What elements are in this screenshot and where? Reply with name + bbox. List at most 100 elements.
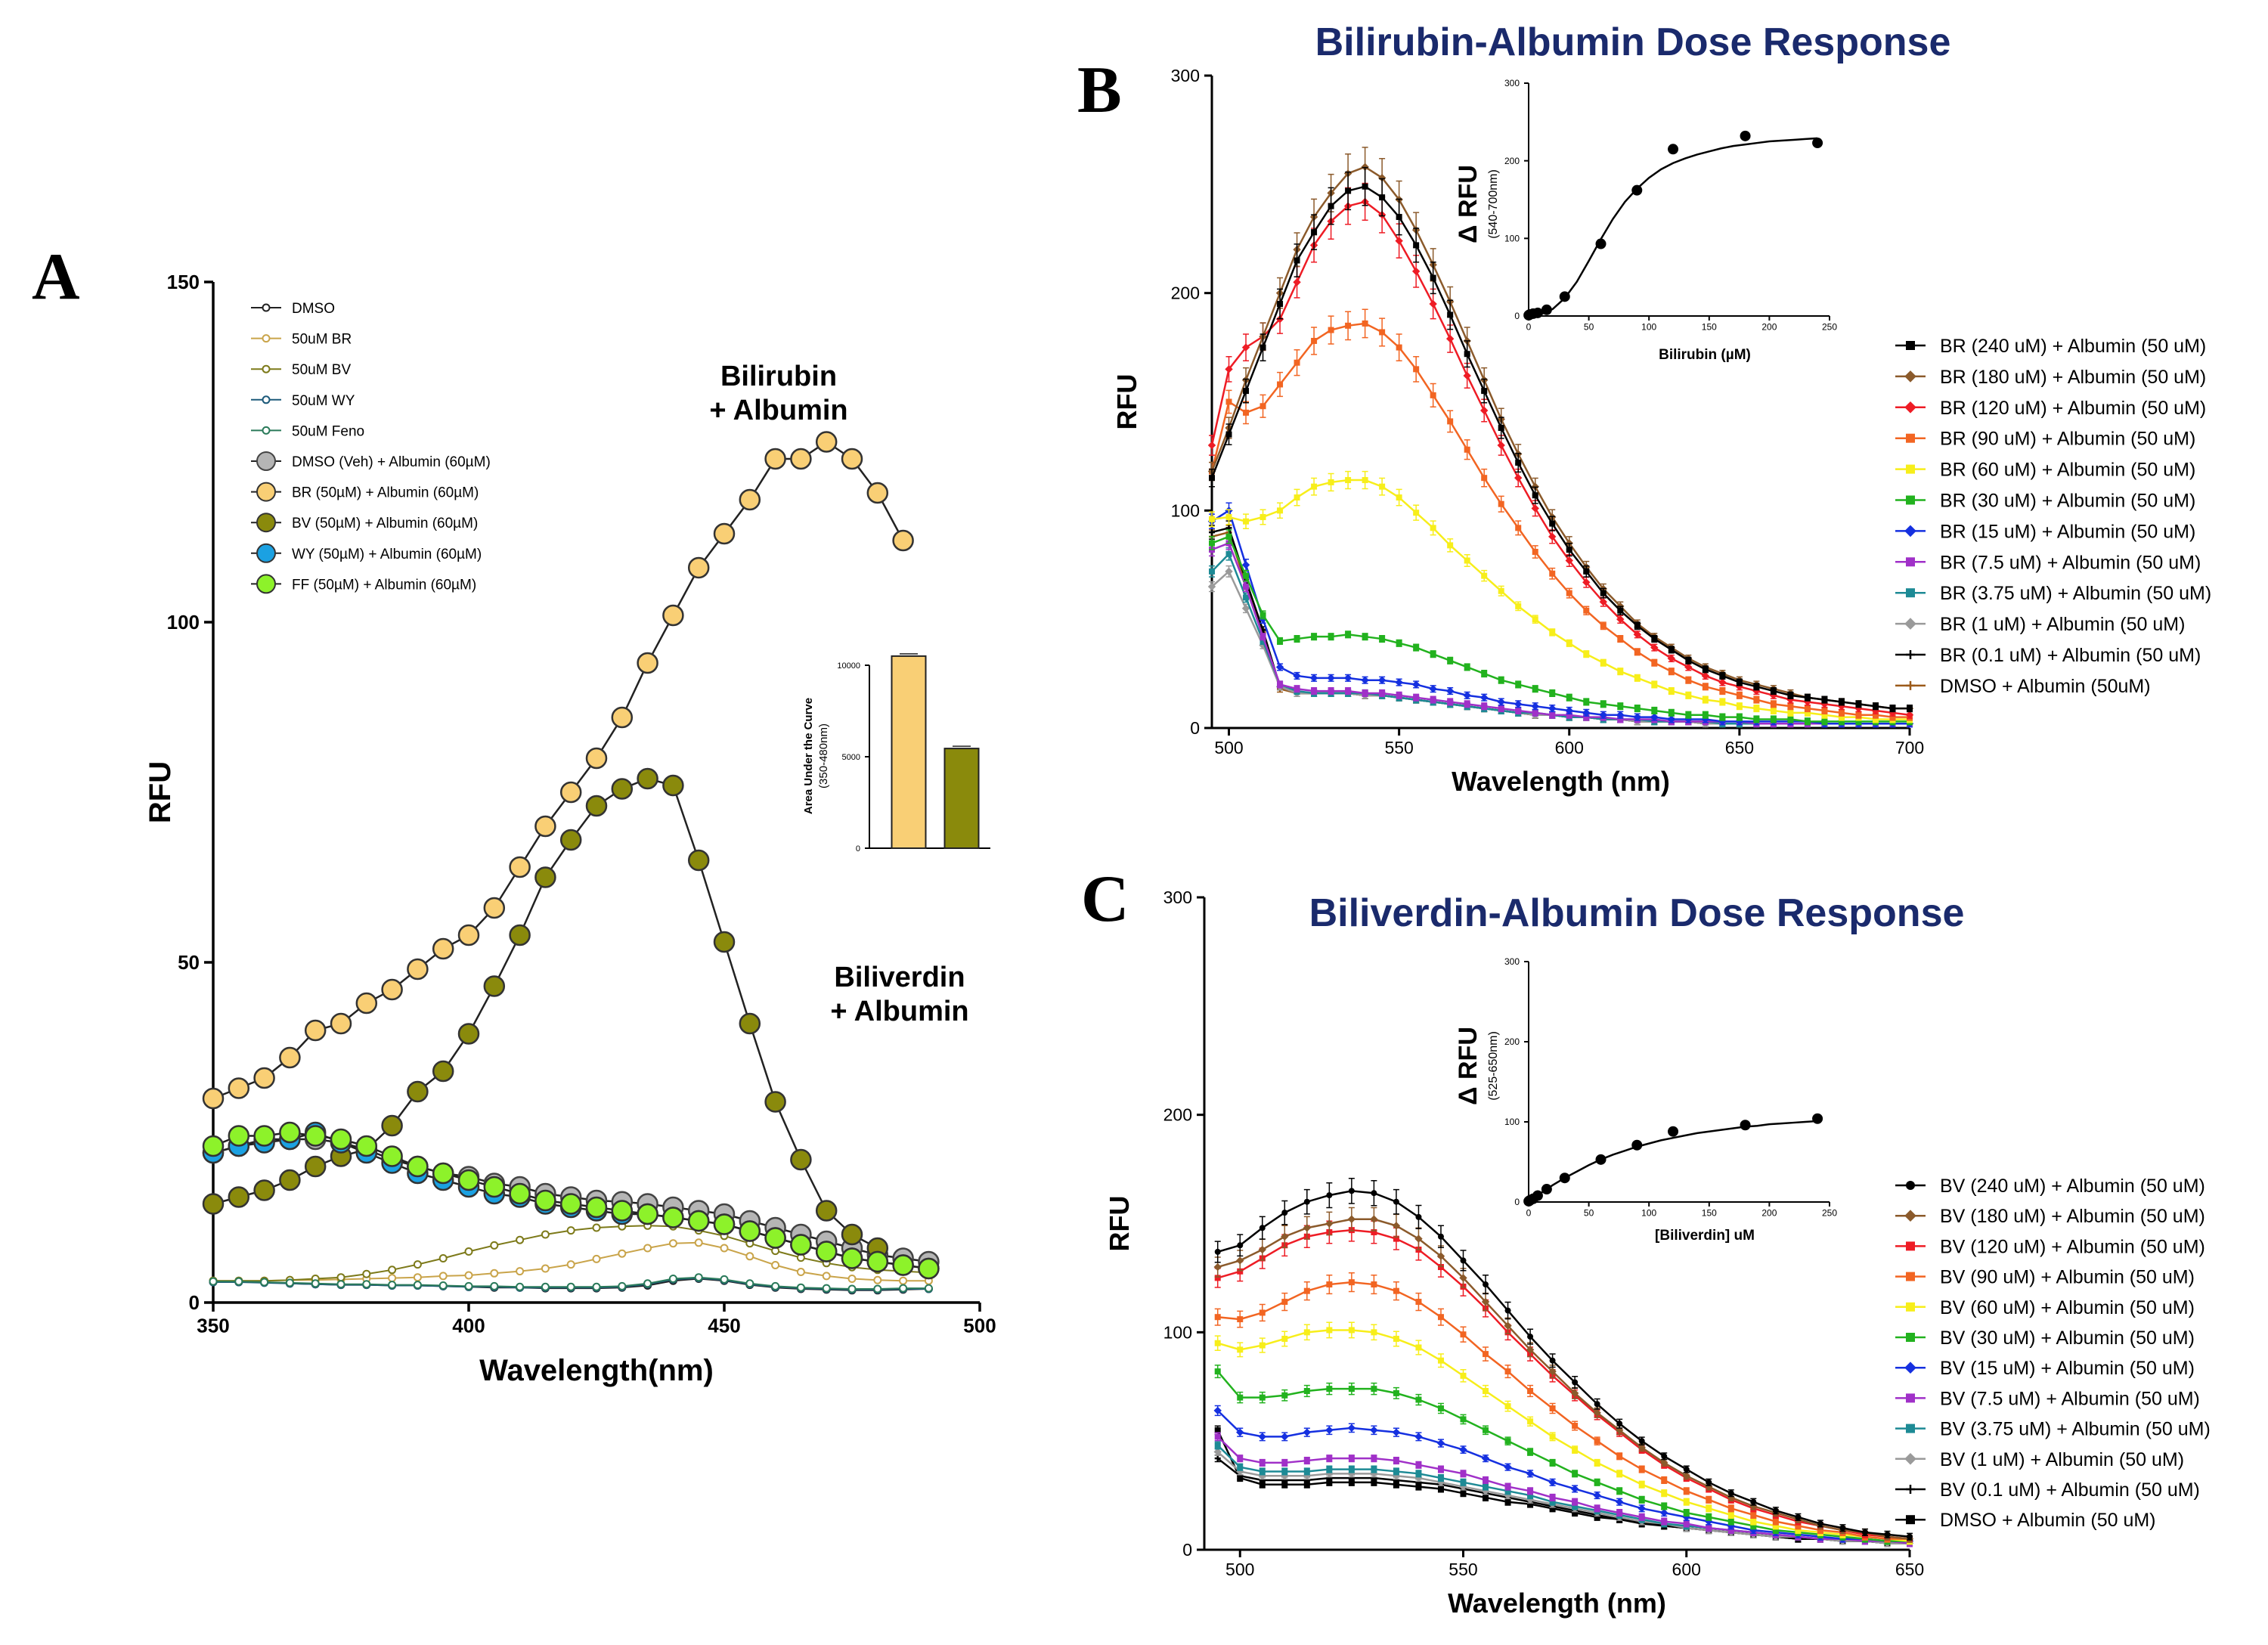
b-data-point [1241,561,1250,569]
b-data-point [1430,651,1436,658]
a-inset-y-tick-label: 10000 [837,661,860,671]
b-legend-marker [1904,618,1916,630]
c-data-point [1549,1498,1556,1505]
c-data-point [1504,1491,1512,1500]
b-data-point [1377,676,1387,684]
b-data-point [1549,689,1556,696]
a-data-point [509,924,531,946]
a-data-point [892,529,914,552]
b-data-point [1872,711,1879,718]
c-series-line [1216,1409,1910,1542]
c-legend-marker [1906,1393,1915,1403]
b-data-point [1498,705,1504,712]
b-data-point [1565,556,1573,565]
a-legend-label: 50uM BV [292,362,351,378]
c-data-point [1437,1405,1444,1412]
a-data-point [381,1145,403,1167]
a-data-point [866,482,889,504]
a-data-point [330,1012,352,1035]
c-series-line [1217,1218,1910,1540]
b-data-point [1718,678,1727,686]
b-legend-label: BR (15 uM) + Albumin (50 uM) [1940,521,2195,542]
a-data-point [899,1284,908,1293]
b-data-point [1787,709,1794,716]
a-data-point [509,856,531,878]
panel-b-title: Bilirubin-Albumin Dose Response [1315,20,1951,64]
c-data-point [1258,1471,1266,1480]
b-data-point [1889,705,1896,712]
c-data-point [1214,1455,1221,1462]
c-data-point [1348,1466,1355,1473]
a-data-point [771,1261,780,1269]
a-data-point [457,924,480,946]
b-data-point [1328,479,1334,485]
a-legend-marker [256,574,276,594]
a-x-axis-label: Wavelength(nm) [479,1354,714,1387]
a-x-tick-label: 350 [197,1314,229,1337]
c-data-point [1483,1476,1489,1483]
c-data-point [1549,1433,1556,1440]
b-data-point [1531,702,1539,711]
b-data-point [1498,425,1504,432]
a-legend-label: BV (50µM) + Albumin (60µM) [292,516,478,531]
b-data-point [1361,676,1369,684]
c-legend-label: BV (180 uM) + Albumin (50 uM) [1940,1206,2205,1227]
b-data-point [1582,708,1591,717]
a-data-point [841,1247,863,1269]
c-data-point [1727,1527,1734,1534]
c-data-point [1325,1219,1334,1228]
b-data-point [1770,707,1777,714]
b-data-point [1464,446,1470,453]
b-data-point [1481,703,1488,710]
a-data-point [841,448,863,470]
b-data-point [1905,711,1914,719]
c-data-point [1483,1281,1489,1288]
a-data-point [815,1241,838,1262]
c-data-point [1504,1368,1511,1375]
a-data-point [720,1275,729,1284]
c-data-point [1281,1433,1289,1441]
b-data-point [1685,711,1692,718]
c-data-point [1415,1299,1422,1306]
b-data-point [1225,533,1232,540]
a-data-point [516,1267,525,1276]
a-series-line [212,777,878,1250]
c-data-point [1281,1481,1288,1488]
a-data-point [694,1238,703,1247]
c-data-point [1214,1340,1221,1346]
b-data-point [1396,494,1402,501]
b-data-point [1617,668,1624,675]
b-data-point [1566,711,1572,718]
b-data-point [1871,706,1880,715]
a-data-point [253,1179,275,1201]
b-data-point [1702,696,1709,703]
c-data-point [1594,1438,1600,1445]
c-data-point [1683,1488,1690,1495]
a-data-point [534,1189,556,1212]
b-data-point [1259,403,1266,410]
c-series-line [1217,1228,1910,1540]
a-data-point [362,1269,371,1278]
b-data-point [1668,709,1675,716]
a-legend-marker [262,303,271,312]
c-legend-marker [1906,1302,1915,1312]
b-data-point [1413,242,1420,249]
c-data-point [1861,1529,1868,1535]
b-data-point [1855,701,1862,708]
b-inset-x-tick-label: 50 [1584,322,1594,333]
b-data-point [1396,213,1402,220]
c-data-point [1371,1479,1377,1485]
b-data-point [1787,716,1794,723]
c-data-point [1326,1466,1333,1473]
a-legend-marker [256,482,276,502]
c-data-point [1593,1408,1601,1417]
b-data-point [1770,701,1777,708]
b-x-tick-label: 500 [1214,738,1243,757]
b-data-point [1667,654,1676,663]
a-data-point [541,1282,550,1291]
c-data-point [1638,1466,1645,1473]
b-data-point [1294,636,1300,643]
b-data-point [1651,707,1658,714]
b-x-tick-label: 700 [1895,738,1924,757]
b-data-point [1311,483,1318,490]
